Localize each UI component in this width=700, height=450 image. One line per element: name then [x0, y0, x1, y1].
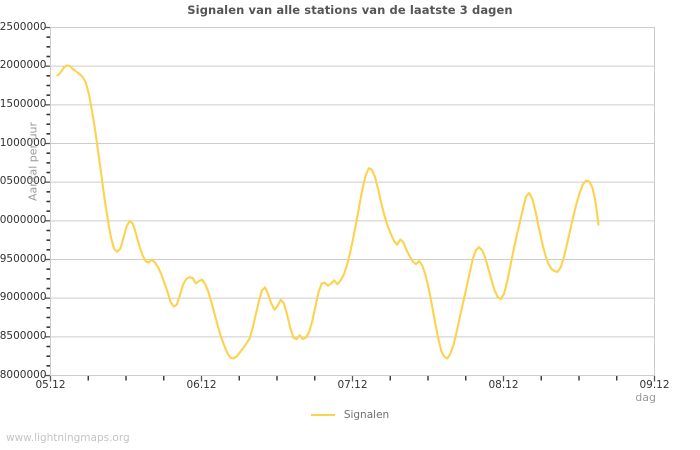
- series-line-signalen: [56, 64, 600, 360]
- chart-legend: Signalen: [0, 409, 700, 421]
- y-axis-ticks: [44, 26, 51, 377]
- chart-title: Signalen van alle stations van de laatst…: [187, 3, 513, 17]
- x-tick-label: 07.12: [337, 379, 368, 391]
- x-axis-title: dag: [635, 391, 656, 404]
- legend-label-signalen: Signalen: [343, 409, 390, 421]
- x-tick-label: 06.12: [186, 379, 217, 391]
- x-tick-label: 08.12: [488, 379, 519, 391]
- legend-swatch-signalen: [310, 413, 335, 417]
- x-tick-label: 05.12: [35, 379, 66, 391]
- plot-frame: [50, 27, 655, 376]
- watermark-text: www.lightningmaps.org: [6, 432, 130, 444]
- y-axis-title: Aantal per uur: [26, 121, 40, 202]
- x-tick-label: 09.12: [639, 379, 670, 391]
- x-axis-ticks: [49, 375, 656, 382]
- gridlines: [50, 27, 655, 376]
